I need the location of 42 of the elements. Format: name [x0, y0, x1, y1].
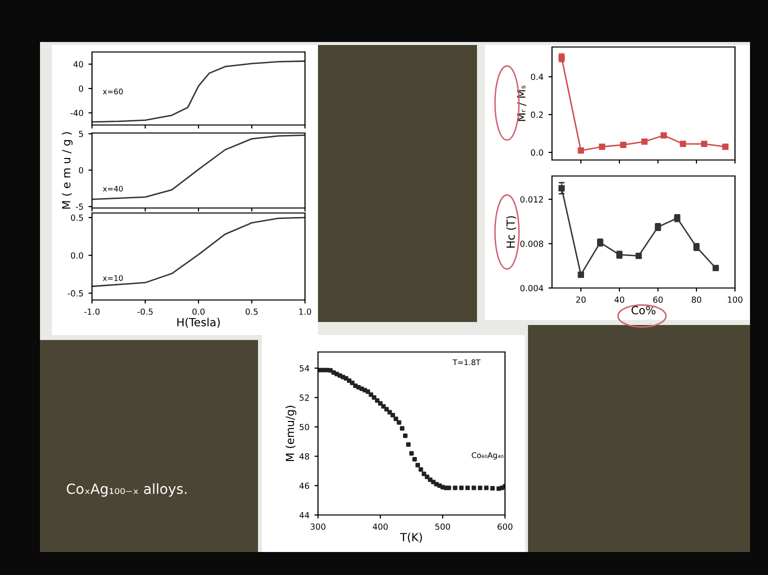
x-axis-title: T(K): [400, 532, 422, 543]
x-tick-label: 80: [692, 296, 702, 303]
y-tick-label: -0.5: [68, 290, 83, 296]
text: CoₓAg₁₀₀₋ₓ alloys.: [66, 483, 186, 497]
y-tick-label: 40: [73, 61, 84, 68]
y-tick-label: 54: [300, 365, 310, 372]
x-axis-title: H(Tesla): [177, 318, 220, 328]
y-axis-title: M ( e m u / g ): [62, 132, 73, 209]
x-tick-label: 60: [653, 296, 663, 303]
y-tick-label: 48: [299, 453, 310, 460]
y-tick-label: 50: [300, 424, 310, 430]
x-tick-label: 40: [614, 296, 624, 303]
x-tick-label: -1.0: [84, 308, 100, 315]
x-axis-title: Co%: [632, 306, 656, 314]
y-tick-label: 0.2: [530, 112, 543, 118]
x-tick-label: -0.5: [138, 308, 153, 315]
y-tick-label: 46: [299, 482, 310, 489]
x-tick-label: 600: [498, 523, 512, 530]
x-tick-label: 1.0: [299, 308, 312, 315]
x-tick-label: 0.5: [246, 308, 258, 315]
y-tick-label: -5: [76, 204, 83, 210]
y-tick-label: 0.4: [530, 74, 544, 80]
y-tick-label: 0.004: [520, 284, 544, 292]
y-tick-label: 0.0: [530, 149, 544, 156]
y-tick-label: 0.008: [520, 240, 544, 247]
y-tick-label: 0.012: [520, 196, 543, 203]
x-tick-label: 500: [435, 523, 450, 530]
x-tick-label: 20: [576, 296, 586, 303]
y-tick-label: 0.0: [70, 252, 84, 259]
y-tick-label: 0: [78, 85, 84, 92]
x-tick-label: 300: [310, 523, 326, 530]
x-tick-label: 100: [728, 296, 742, 303]
y-axis-title: M (emu/g): [286, 406, 296, 462]
x-tick-label: 0.0: [192, 308, 205, 315]
y-tick-label: 44: [299, 512, 310, 518]
y-tick-label: 0.5: [70, 214, 83, 221]
y-tick-label: 0: [78, 167, 84, 174]
y-tick-label: 52: [300, 394, 309, 401]
y-axis-title: Hc (T): [506, 216, 516, 248]
x-tick-label: 400: [372, 523, 388, 530]
y-tick-label: -40: [70, 110, 84, 116]
y-tick-label: 5: [79, 130, 83, 138]
